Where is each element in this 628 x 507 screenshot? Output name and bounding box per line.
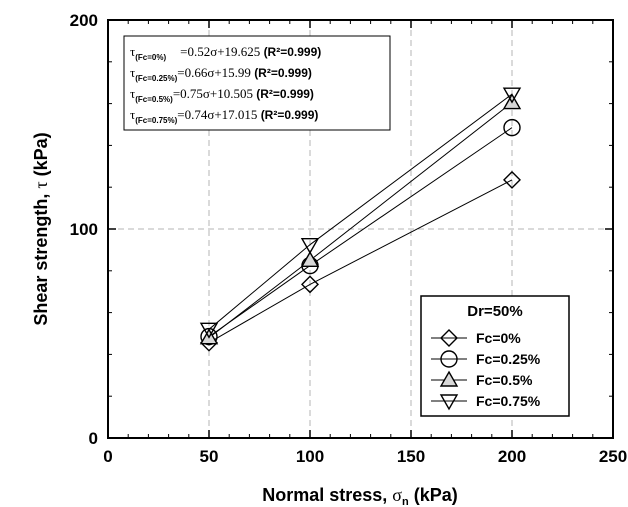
x-tick-label: 250 [599,447,627,466]
x-tick-label: 100 [296,447,324,466]
data-point-diamond [301,275,319,294]
equation-box-frame [123,35,391,131]
markers [199,87,522,352]
data-point-triangle-up [300,250,320,268]
legend-title: Dr=50% [467,303,522,320]
y-axis-title: Shear strength, τ (kPa) [31,132,51,325]
equation-line: τ(Fc=0.25%)=0.66σ+15.99 (R²=0.999) [130,65,312,83]
y-axis-title-main: Shear strength, [31,189,51,326]
y-tick-label: 100 [70,220,98,239]
legend-marker-circle [440,350,458,368]
legend-marker-triangle-down [439,394,459,411]
ticks: 0 50 100 150 200 250 0 100 200 [70,11,628,466]
legend-frame [420,295,570,417]
x-tick-label: 150 [397,447,425,466]
y-tick-label: 200 [70,11,98,30]
x-axis-title-main: Normal stress, [262,485,392,505]
y-axis-title-symbol: τ [31,181,51,188]
series-line-diamond [208,179,513,344]
legend-marker-triangle-up [439,370,459,387]
legend: Dr=50% Fc=0% Fc=0.25% Fc=0.5% Fc=0.75% [420,295,570,417]
legend-label: Fc=0.25% [476,351,541,367]
data-point-diamond [503,170,521,189]
legend-label: Fc=0.5% [476,372,533,388]
equation-line: τ(Fc=0%) =0.52σ+19.625 (R²=0.999) [130,44,321,62]
equation-r2: (R²=0.999) [254,66,312,80]
equation-r2: (R²=0.999) [256,87,314,101]
data-point-triangle-down [199,322,219,339]
equation-symbol: τ [130,107,135,122]
data-point-circle [503,118,521,137]
grid [108,20,613,438]
data-point-triangle-down [300,237,320,255]
equation-line: τ(Fc=0.5%)=0.75σ+10.505 (R²=0.999) [130,86,314,104]
equation-r2: (R²=0.999) [261,108,319,122]
x-tick-label: 0 [103,447,112,466]
y-axis-title-unit: (kPa) [31,132,51,181]
equation-text: =0.52σ+19.625 [180,44,263,59]
data-point-triangle-down [502,87,522,104]
equation-subscript: (Fc=0%) [135,53,166,62]
x-axis-title: Normal stress, σn (kPa) [262,485,458,507]
equation-subscript: (Fc=0.5%) [135,95,173,104]
equation-text: =0.66σ+15.99 [177,65,254,80]
x-axis-title-sub: n [402,496,409,507]
equation-subscript: (Fc=0.25%) [135,74,177,83]
equation-symbol: τ [130,86,135,101]
equation-r2: (R²=0.999) [264,45,322,59]
y-tick-label: 0 [89,429,98,448]
equation-subscript: (Fc=0.75%) [135,116,177,125]
legend-label: Fc=0.75% [476,393,541,409]
x-axis-title-unit: (kPa) [409,485,458,505]
equation-symbol: τ [130,44,135,59]
legend-label: Fc=0% [476,330,521,346]
equation-box: τ(Fc=0%) =0.52σ+19.625 (R²=0.999)τ(Fc=0.2… [123,35,391,131]
equation-text: =0.74σ+17.015 [177,107,260,122]
equation-text: =0.75σ+10.505 [173,86,256,101]
x-tick-label: 200 [498,447,526,466]
series-line-triangle-down [208,93,513,330]
equation-symbol: τ [130,65,135,80]
x-tick-label: 50 [200,447,219,466]
x-axis-title-symbol: σ [392,485,402,505]
equation-line: τ(Fc=0.75%)=0.74σ+17.015 (R²=0.999) [130,107,318,125]
legend-marker-diamond [440,329,458,347]
